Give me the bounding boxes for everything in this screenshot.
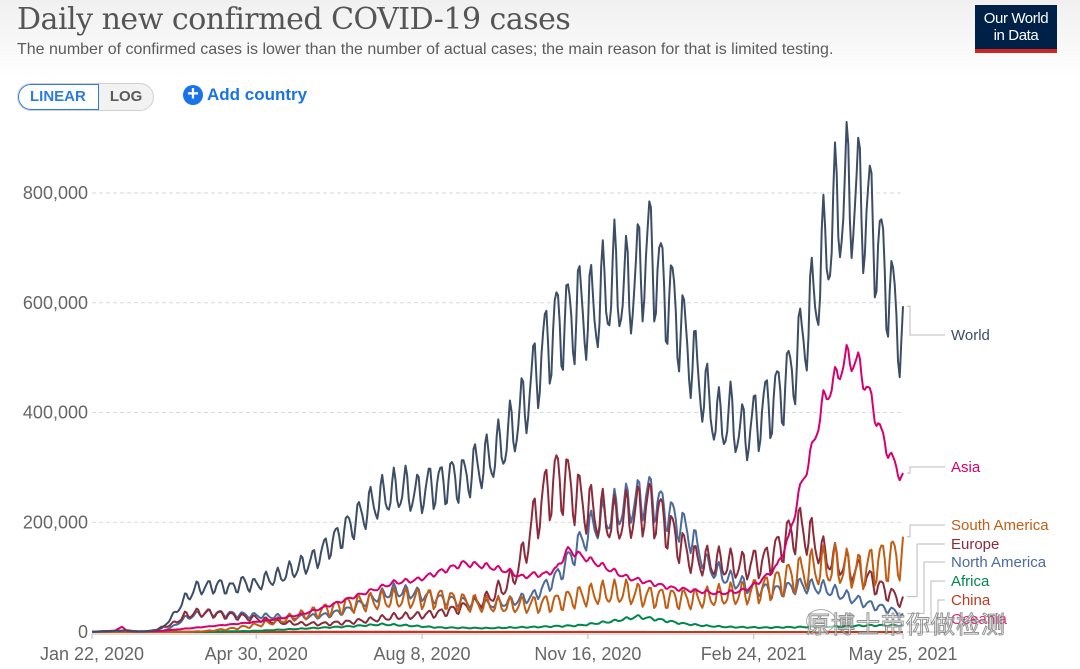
add-country-label: Add country [207, 85, 308, 104]
owid-logo[interactable]: Our World in Data [975, 5, 1057, 53]
series-label-asia[interactable]: Asia [951, 459, 981, 476]
series-line-asia[interactable] [91, 344, 904, 633]
y-tick-label: 400,000 [23, 403, 88, 423]
watermark-text: 原博士带你做检测 [806, 612, 1006, 640]
logo-line-1: Our World [983, 10, 1049, 27]
series-label-world[interactable]: World [951, 327, 990, 344]
page-subtitle: The number of confirmed cases is lower t… [17, 41, 834, 58]
wechat-icon [806, 609, 836, 633]
x-tick-label: Jan 22, 2020 [40, 644, 144, 664]
label-connector [907, 466, 945, 474]
label-connector [907, 524, 945, 538]
label-connector [907, 619, 946, 633]
series-label-north-america[interactable]: North America [951, 554, 1047, 571]
x-tick-label: Feb 24, 2021 [701, 644, 807, 664]
logo-line-2: in Data [993, 27, 1039, 44]
plus-circle-icon: + [183, 84, 203, 105]
label-connector [907, 305, 945, 336]
series-line-world[interactable] [91, 121, 904, 633]
series-label-africa[interactable]: Africa [951, 573, 990, 590]
series-label-europe[interactable]: Europe [951, 536, 999, 553]
label-connector [907, 543, 945, 598]
series-line-europe[interactable] [92, 454, 904, 633]
label-connector [907, 561, 945, 614]
scale-toggle: LINEAR LOG [17, 83, 155, 111]
linear-scale-button[interactable]: LINEAR [18, 84, 99, 110]
x-tick-label: Nov 16, 2020 [534, 644, 641, 664]
add-country-button[interactable]: + Add country [183, 84, 308, 105]
x-tick-label: Apr 30, 2020 [205, 644, 308, 664]
series-line-south-america[interactable] [92, 536, 904, 633]
y-tick-label: 200,000 [23, 512, 88, 532]
series-label-oceania[interactable]: Oceania [951, 611, 1008, 628]
header-background [0, 0, 1080, 80]
y-tick-label: 800,000 [23, 183, 88, 203]
y-tick-label: 0 [78, 622, 88, 642]
page-title: Daily new confirmed COVID-19 cases [17, 2, 571, 37]
series-line-africa[interactable] [92, 614, 904, 633]
y-tick-label: 600,000 [23, 293, 88, 313]
label-connector [907, 580, 945, 626]
x-tick-label: May 25, 2021 [848, 644, 957, 664]
x-tick-label: Aug 8, 2020 [373, 644, 470, 664]
log-scale-button[interactable]: LOG [109, 88, 143, 105]
series-label-south-america[interactable]: South America [951, 517, 1049, 534]
series-label-china[interactable]: China [951, 592, 991, 609]
